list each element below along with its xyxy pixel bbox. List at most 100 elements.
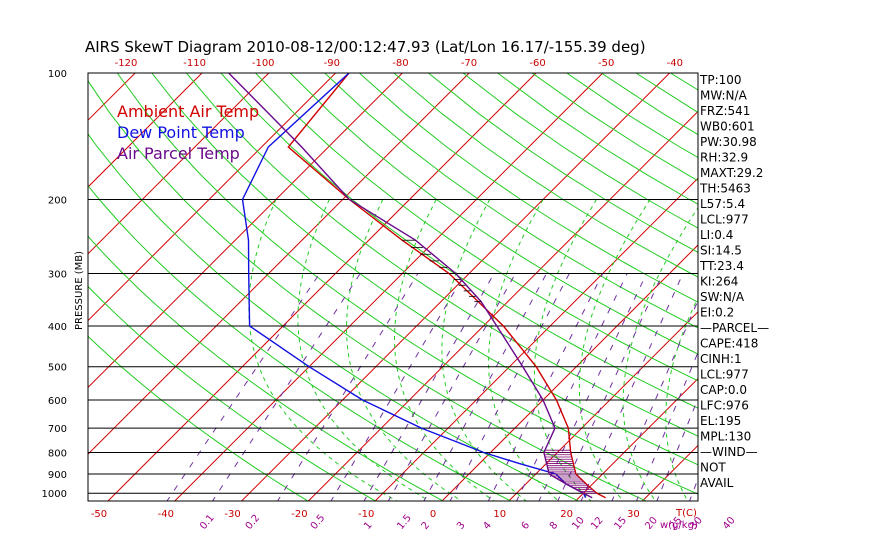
isotherm-line bbox=[88, 73, 203, 188]
dry-adiabat bbox=[88, 285, 377, 501]
legend-entry: Dew Point Temp bbox=[117, 123, 245, 142]
mixing-ratio-line bbox=[515, 273, 628, 501]
top-temp-tick-label: -90 bbox=[324, 58, 340, 69]
isotherm-line bbox=[508, 311, 698, 501]
top-temp-tick-label: -100 bbox=[252, 58, 275, 69]
isotherm-line bbox=[88, 73, 270, 255]
dry-adiabat bbox=[740, 73, 870, 502]
isotherm-line bbox=[441, 244, 698, 501]
isotherm-grid bbox=[0, 73, 870, 502]
mixing-ratio-tick-label: 0.5 bbox=[309, 513, 328, 532]
pressure-tick-label: 500 bbox=[48, 363, 67, 374]
dry-adiabat bbox=[186, 73, 698, 437]
mixing-ratio-tick-label: 0.2 bbox=[244, 513, 263, 532]
mixing-ratio-tick-label: 6 bbox=[520, 520, 533, 532]
moist-adiabat bbox=[578, 199, 651, 501]
mixing-ratio-tick-label: 2 bbox=[420, 520, 433, 532]
isotherm-line bbox=[575, 377, 698, 501]
pressure-axis: 100 200 300 400 500 600 700 800 900 1000 bbox=[42, 69, 67, 500]
mixing-ratio-line bbox=[611, 299, 698, 501]
dry-adiabat bbox=[151, 73, 698, 466]
pressure-tick-label: 900 bbox=[48, 470, 67, 481]
index-label: CINH:1 bbox=[700, 352, 742, 366]
mixing-ratio-line bbox=[330, 273, 466, 501]
index-label: LI:0.4 bbox=[700, 228, 733, 242]
isotherm-line bbox=[88, 73, 403, 389]
mixing-ratio-line bbox=[423, 273, 547, 501]
isotherm-line bbox=[107, 73, 537, 501]
plot-frame bbox=[87, 72, 699, 502]
mixing-ratio-axis: 0.1 0.2 0.5 1 1.5 2 3 4 6 8 10 12 15 20 25 30 40 bbox=[198, 513, 738, 532]
top-temp-tick-label: -70 bbox=[461, 58, 477, 69]
isotherm-line bbox=[776, 73, 870, 501]
index-label: MAXT:29.2 bbox=[700, 166, 763, 180]
isotherm-line bbox=[308, 110, 698, 501]
legend: Ambient Air Temp Dew Point Temp Air Parcel… bbox=[117, 102, 259, 163]
bottom-temp-tick-label: 10 bbox=[493, 509, 506, 520]
series-line-dew-point-temp bbox=[241, 73, 587, 499]
dry-adiabat bbox=[116, 73, 698, 495]
mixing-ratio-line bbox=[387, 273, 516, 501]
mixing-ratio-line bbox=[211, 273, 361, 501]
pressure-tick-label: 1000 bbox=[42, 489, 67, 500]
mixing-ratio-tick-label: 4 bbox=[481, 520, 494, 532]
top-temp-tick-label: -50 bbox=[598, 58, 614, 69]
mixing-ratio-tick-label: 12 bbox=[589, 515, 606, 532]
index-label: L57:5.4 bbox=[700, 197, 745, 211]
top-temp-tick-label: -60 bbox=[529, 58, 545, 69]
legend-entry: Ambient Air Temp bbox=[117, 102, 259, 121]
index-label: —PARCEL— bbox=[700, 321, 769, 335]
index-label: WB0:601 bbox=[700, 120, 755, 134]
mixing-ratio-line bbox=[580, 273, 684, 501]
sounding-series bbox=[228, 73, 606, 499]
index-label: NOT bbox=[700, 461, 726, 475]
dry-adiabat bbox=[88, 235, 445, 501]
bottom-temp-tick-label: 0 bbox=[430, 509, 436, 520]
pressure-tick-label: 600 bbox=[48, 396, 67, 407]
isotherm-line bbox=[174, 73, 604, 501]
dry-adiabat bbox=[289, 73, 698, 355]
index-label: SW:N/A bbox=[700, 290, 745, 304]
index-label: RH:32.9 bbox=[700, 151, 748, 165]
pressure-tick-label: 700 bbox=[48, 424, 67, 435]
mixing-ratio-tick-label: 0.1 bbox=[198, 513, 217, 532]
index-label: TH:5463 bbox=[699, 182, 751, 196]
index-label: MPL:130 bbox=[700, 430, 751, 444]
top-temp-tick-label: -80 bbox=[392, 58, 408, 69]
index-label: TT:23.4 bbox=[699, 259, 744, 273]
index-label: TP:100 bbox=[699, 73, 742, 87]
top-temp-tick-label: -120 bbox=[115, 58, 138, 69]
isotherm-line bbox=[88, 73, 136, 121]
moist-adiabat bbox=[248, 199, 399, 501]
index-label: LFC:976 bbox=[700, 399, 749, 413]
series-line-ambient-air-temp bbox=[287, 73, 606, 499]
bottom-temp-tick-label: -50 bbox=[91, 509, 107, 520]
moist-adiabat bbox=[441, 199, 528, 501]
index-label: LCL:977 bbox=[700, 368, 749, 382]
isotherm-line bbox=[88, 73, 336, 322]
bottom-temp-tick-label: 20 bbox=[560, 509, 573, 520]
mixing-ratio-tick-label: 1 bbox=[362, 520, 375, 532]
isotherm-line bbox=[0, 73, 68, 501]
dry-adiabat bbox=[88, 184, 512, 501]
index-label: KI:264 bbox=[700, 275, 738, 289]
index-label: EI:0.2 bbox=[700, 306, 734, 320]
pressure-tick-label: 400 bbox=[48, 322, 67, 333]
moist-adiabat bbox=[665, 296, 698, 501]
moist-adiabat bbox=[393, 199, 495, 501]
dry-adiabat bbox=[428, 73, 698, 253]
dry-adiabat bbox=[774, 73, 870, 502]
moist-adiabat bbox=[488, 199, 560, 501]
isotherm-line bbox=[843, 73, 870, 501]
mixing-ratio-tick-label: 40 bbox=[721, 515, 738, 532]
moist-adiabat bbox=[297, 199, 431, 501]
bottom-temp-tick-label: -10 bbox=[358, 509, 374, 520]
mixing-ratio-tick-label: 8 bbox=[548, 520, 561, 532]
dry-adiabat bbox=[220, 73, 698, 409]
index-label: CAPE:418 bbox=[700, 337, 758, 351]
bottom-temperature-axis: -50 -40 -30 -20 -10 0 10 20 30 bbox=[91, 509, 640, 520]
t-unit-label: T(C) bbox=[675, 508, 697, 519]
top-temperature-axis: -120 -110 -100 -90 -80 -70 -60 -50 -40 bbox=[115, 58, 683, 69]
